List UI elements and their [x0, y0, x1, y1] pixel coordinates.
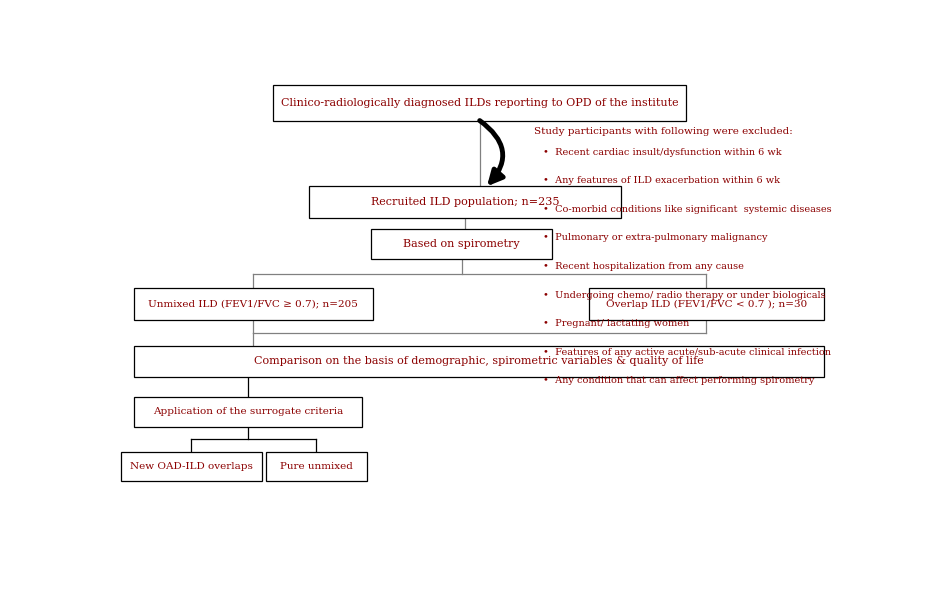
Text: •  Pulmonary or extra-pulmonary malignancy: • Pulmonary or extra-pulmonary malignanc…	[543, 233, 768, 243]
FancyBboxPatch shape	[309, 186, 622, 218]
FancyBboxPatch shape	[134, 397, 362, 426]
Text: Unmixed ILD (FEV1/FVC ≥ 0.7); n=205: Unmixed ILD (FEV1/FVC ≥ 0.7); n=205	[149, 300, 358, 309]
Text: •  Any condition that can affect performing spirometry: • Any condition that can affect performi…	[543, 376, 814, 385]
Text: Clinico-radiologically diagnosed ILDs reporting to OPD of the institute: Clinico-radiologically diagnosed ILDs re…	[281, 98, 679, 108]
Text: Recruited ILD population; n=235: Recruited ILD population; n=235	[371, 197, 560, 207]
Text: •  Recent hospitalization from any cause: • Recent hospitalization from any cause	[543, 262, 744, 271]
FancyBboxPatch shape	[371, 229, 552, 259]
Text: •  Recent cardiac insult/dysfunction within 6 wk: • Recent cardiac insult/dysfunction with…	[543, 148, 782, 157]
Text: Study participants with following were excluded:: Study participants with following were e…	[534, 127, 793, 137]
Text: •  Co-morbid conditions like significant  systemic diseases: • Co-morbid conditions like significant …	[543, 205, 831, 214]
Text: •  Undergoing chemo/ radio therapy or under biologicals: • Undergoing chemo/ radio therapy or und…	[543, 290, 826, 300]
Text: Pure unmixed: Pure unmixed	[280, 462, 353, 471]
FancyBboxPatch shape	[134, 289, 373, 320]
Text: Comparison on the basis of demographic, spirometric variables & quality of life: Comparison on the basis of demographic, …	[254, 356, 704, 366]
FancyBboxPatch shape	[273, 85, 686, 121]
FancyBboxPatch shape	[266, 452, 367, 481]
FancyArrowPatch shape	[480, 121, 504, 182]
FancyBboxPatch shape	[134, 346, 825, 377]
Text: •  Features of any active acute/sub-acute clinical infection: • Features of any active acute/sub-acute…	[543, 348, 831, 357]
Text: Application of the surrogate criteria: Application of the surrogate criteria	[153, 408, 344, 416]
Text: •  Any features of ILD exacerbation within 6 wk: • Any features of ILD exacerbation withi…	[543, 176, 780, 186]
FancyBboxPatch shape	[121, 452, 262, 481]
Text: Overlap ILD (FEV1/FVC < 0.7 ); n=30: Overlap ILD (FEV1/FVC < 0.7 ); n=30	[606, 300, 807, 309]
FancyBboxPatch shape	[589, 289, 825, 320]
Text: Based on spirometry: Based on spirometry	[403, 239, 519, 249]
Text: •  Pregnant/ lactating women: • Pregnant/ lactating women	[543, 319, 689, 328]
Text: New OAD-ILD overlaps: New OAD-ILD overlaps	[130, 462, 253, 471]
